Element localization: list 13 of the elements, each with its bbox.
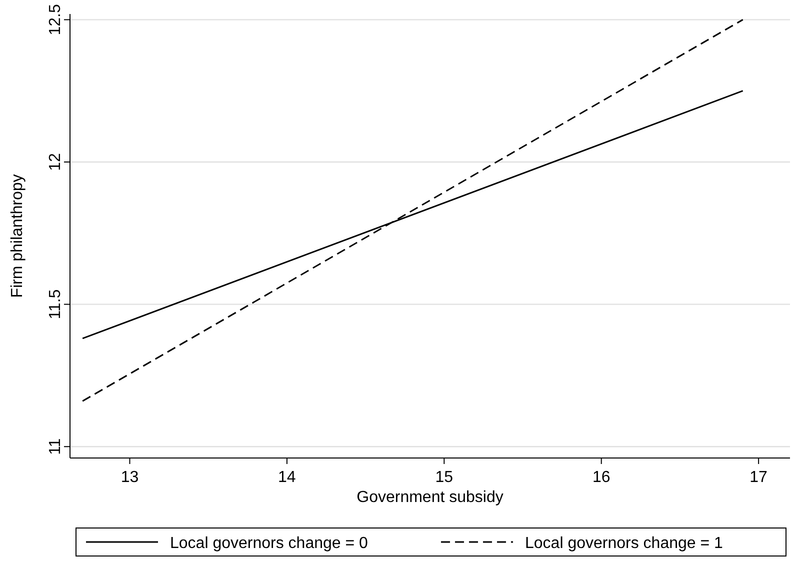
y-tick-label: 11.5	[47, 289, 64, 320]
x-tick-label: 17	[750, 469, 768, 486]
y-tick-label: 11	[47, 438, 64, 455]
x-tick-label: 14	[278, 469, 296, 486]
x-axis-title: Government subsidy	[356, 489, 504, 506]
x-tick-label: 13	[120, 469, 139, 486]
y-tick-label: 12	[47, 153, 64, 171]
x-tick-label: 16	[592, 469, 610, 486]
legend-label: Local governors change = 0	[170, 535, 368, 552]
x-tick-label: 15	[435, 469, 454, 486]
y-axis-title: Firm philanthropy	[9, 174, 26, 298]
legend-label: Local governors change = 1	[525, 535, 724, 552]
y-tick-label: 12.5	[47, 4, 64, 36]
